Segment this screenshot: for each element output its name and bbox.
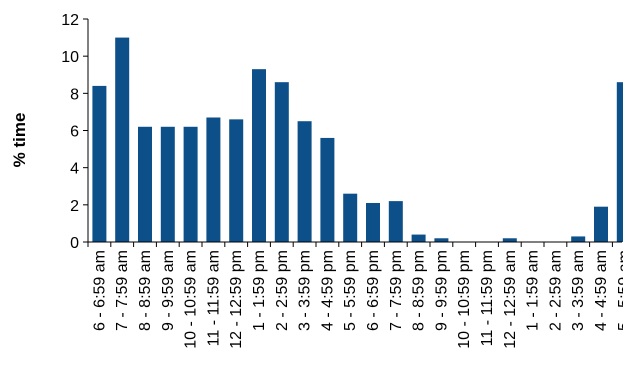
x-tick-label: 4 - 4:59 pm <box>319 250 336 331</box>
y-tick-label: 8 <box>70 86 79 103</box>
y-axis-label: % time <box>10 113 29 168</box>
x-tick-label: 4 - 4:59 am <box>593 250 610 331</box>
x-tick-label: 10 - 10:59 pm <box>456 250 473 349</box>
bar-13 <box>366 202 380 242</box>
bar-11 <box>320 137 335 242</box>
bar-7 <box>229 119 244 242</box>
bar-22 <box>571 236 586 242</box>
x-tick-label: 6 - 6:59 am <box>91 250 108 331</box>
bar-12 <box>343 193 358 242</box>
bar-14 <box>388 201 403 242</box>
x-tick-label: 6 - 6:59 pm <box>365 250 382 331</box>
x-tick-label: 5 - 5:59 pm <box>342 250 359 331</box>
x-tick-label: 3 - 3:59 pm <box>297 250 314 331</box>
bar-9 <box>274 82 289 243</box>
bar-6 <box>206 117 221 242</box>
bar-15 <box>411 234 426 242</box>
x-tick-label: 7 - 7:59 pm <box>388 250 405 331</box>
x-tick-label: 5 - 5:59 am <box>616 250 623 331</box>
bar-23 <box>594 206 608 242</box>
x-tick-label: 1 - 1:59 pm <box>251 250 268 331</box>
y-tick-label: 6 <box>70 124 79 141</box>
x-tick-label: 3 - 3:59 am <box>570 250 587 331</box>
bar-19 <box>502 238 517 242</box>
x-tick-label: 7 - 7:59 am <box>114 250 131 331</box>
y-tick-label: 12 <box>61 12 79 29</box>
x-tick-label: 11 - 11:59 am <box>205 250 222 346</box>
x-ticks-group: 6 - 6:59 am 7 - 7:59 am 8 - 8:59 am 9 - 9:5… <box>87 242 623 349</box>
bar-1 <box>92 85 107 243</box>
y-tick-label: 4 <box>70 161 79 178</box>
x-tick-label: 12 - 12:59 am <box>502 250 519 349</box>
bar-10 <box>297 121 312 242</box>
x-tick-label: 2 - 2:59 pm <box>274 250 291 331</box>
x-tick-label: 1 - 1:59 am <box>525 250 542 331</box>
bar-24 <box>616 82 623 243</box>
y-ticks-group: 0 2 4 6 8 10 12 <box>61 12 88 252</box>
bars-group <box>92 37 623 243</box>
x-tick-label: 9 - 9:59 am <box>160 250 177 331</box>
x-tick-label: 12 - 12:59 pm <box>228 250 245 349</box>
x-tick-label: 2 - 2:59 am <box>547 250 564 331</box>
x-tick-label: 11 - 11:59 pm <box>479 250 496 346</box>
x-tick-label: 8 - 8:59 am <box>137 250 154 331</box>
x-tick-label: 8 - 8:59 pm <box>411 250 428 331</box>
x-tick-label: 9 - 9:59 pm <box>433 250 450 331</box>
y-tick-label: 0 <box>70 235 79 252</box>
y-tick-label: 10 <box>61 49 79 66</box>
y-axis-label-group: % time <box>10 113 29 168</box>
bar-3 <box>138 126 152 242</box>
bar-16 <box>434 238 449 242</box>
bar-8 <box>252 69 266 242</box>
bar-2 <box>115 37 130 242</box>
y-tick-label: 2 <box>70 198 79 215</box>
bar-4 <box>160 126 175 242</box>
bar-5 <box>183 126 198 242</box>
x-tick-label: 10 - 10:59 am <box>183 250 200 349</box>
